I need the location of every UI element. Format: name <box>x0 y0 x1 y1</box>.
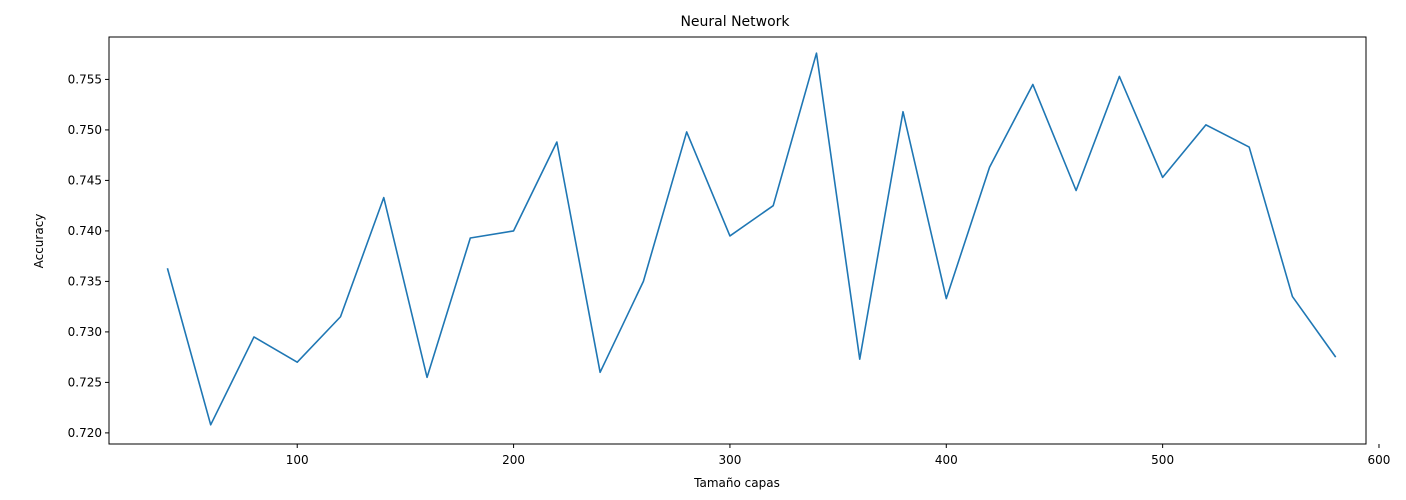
x-tick-label: 300 <box>718 453 741 467</box>
x-axis: 100 200 300 400 500 600 <box>286 444 1391 467</box>
plot-frame <box>108 36 1367 445</box>
y-tick-label: 0.740 <box>68 224 102 238</box>
series-line-0 <box>166 52 1337 426</box>
x-tick-label: 200 <box>502 453 525 467</box>
y-tick-label: 0.730 <box>68 325 102 339</box>
y-tick-label: 0.750 <box>68 123 102 137</box>
y-tick-label: 0.755 <box>68 72 102 86</box>
y-tick-label: 0.725 <box>68 375 102 389</box>
x-tick-label: 100 <box>286 453 309 467</box>
x-tick-label: 400 <box>935 453 958 467</box>
plot-area <box>166 52 1337 426</box>
y-axis-label: Accuracy <box>32 214 46 269</box>
x-tick-label: 600 <box>1368 453 1391 467</box>
y-axis: 0.720 0.725 0.730 0.735 0.740 0.745 0.750 0.755 <box>68 72 109 440</box>
x-tick-label: 500 <box>1151 453 1174 467</box>
y-tick-label: 0.720 <box>68 426 102 440</box>
chart-title: Neural Network <box>680 14 790 30</box>
y-tick-label: 0.735 <box>68 274 102 288</box>
x-axis-label: Tamaño capas <box>693 476 780 490</box>
y-tick-label: 0.745 <box>68 173 102 187</box>
